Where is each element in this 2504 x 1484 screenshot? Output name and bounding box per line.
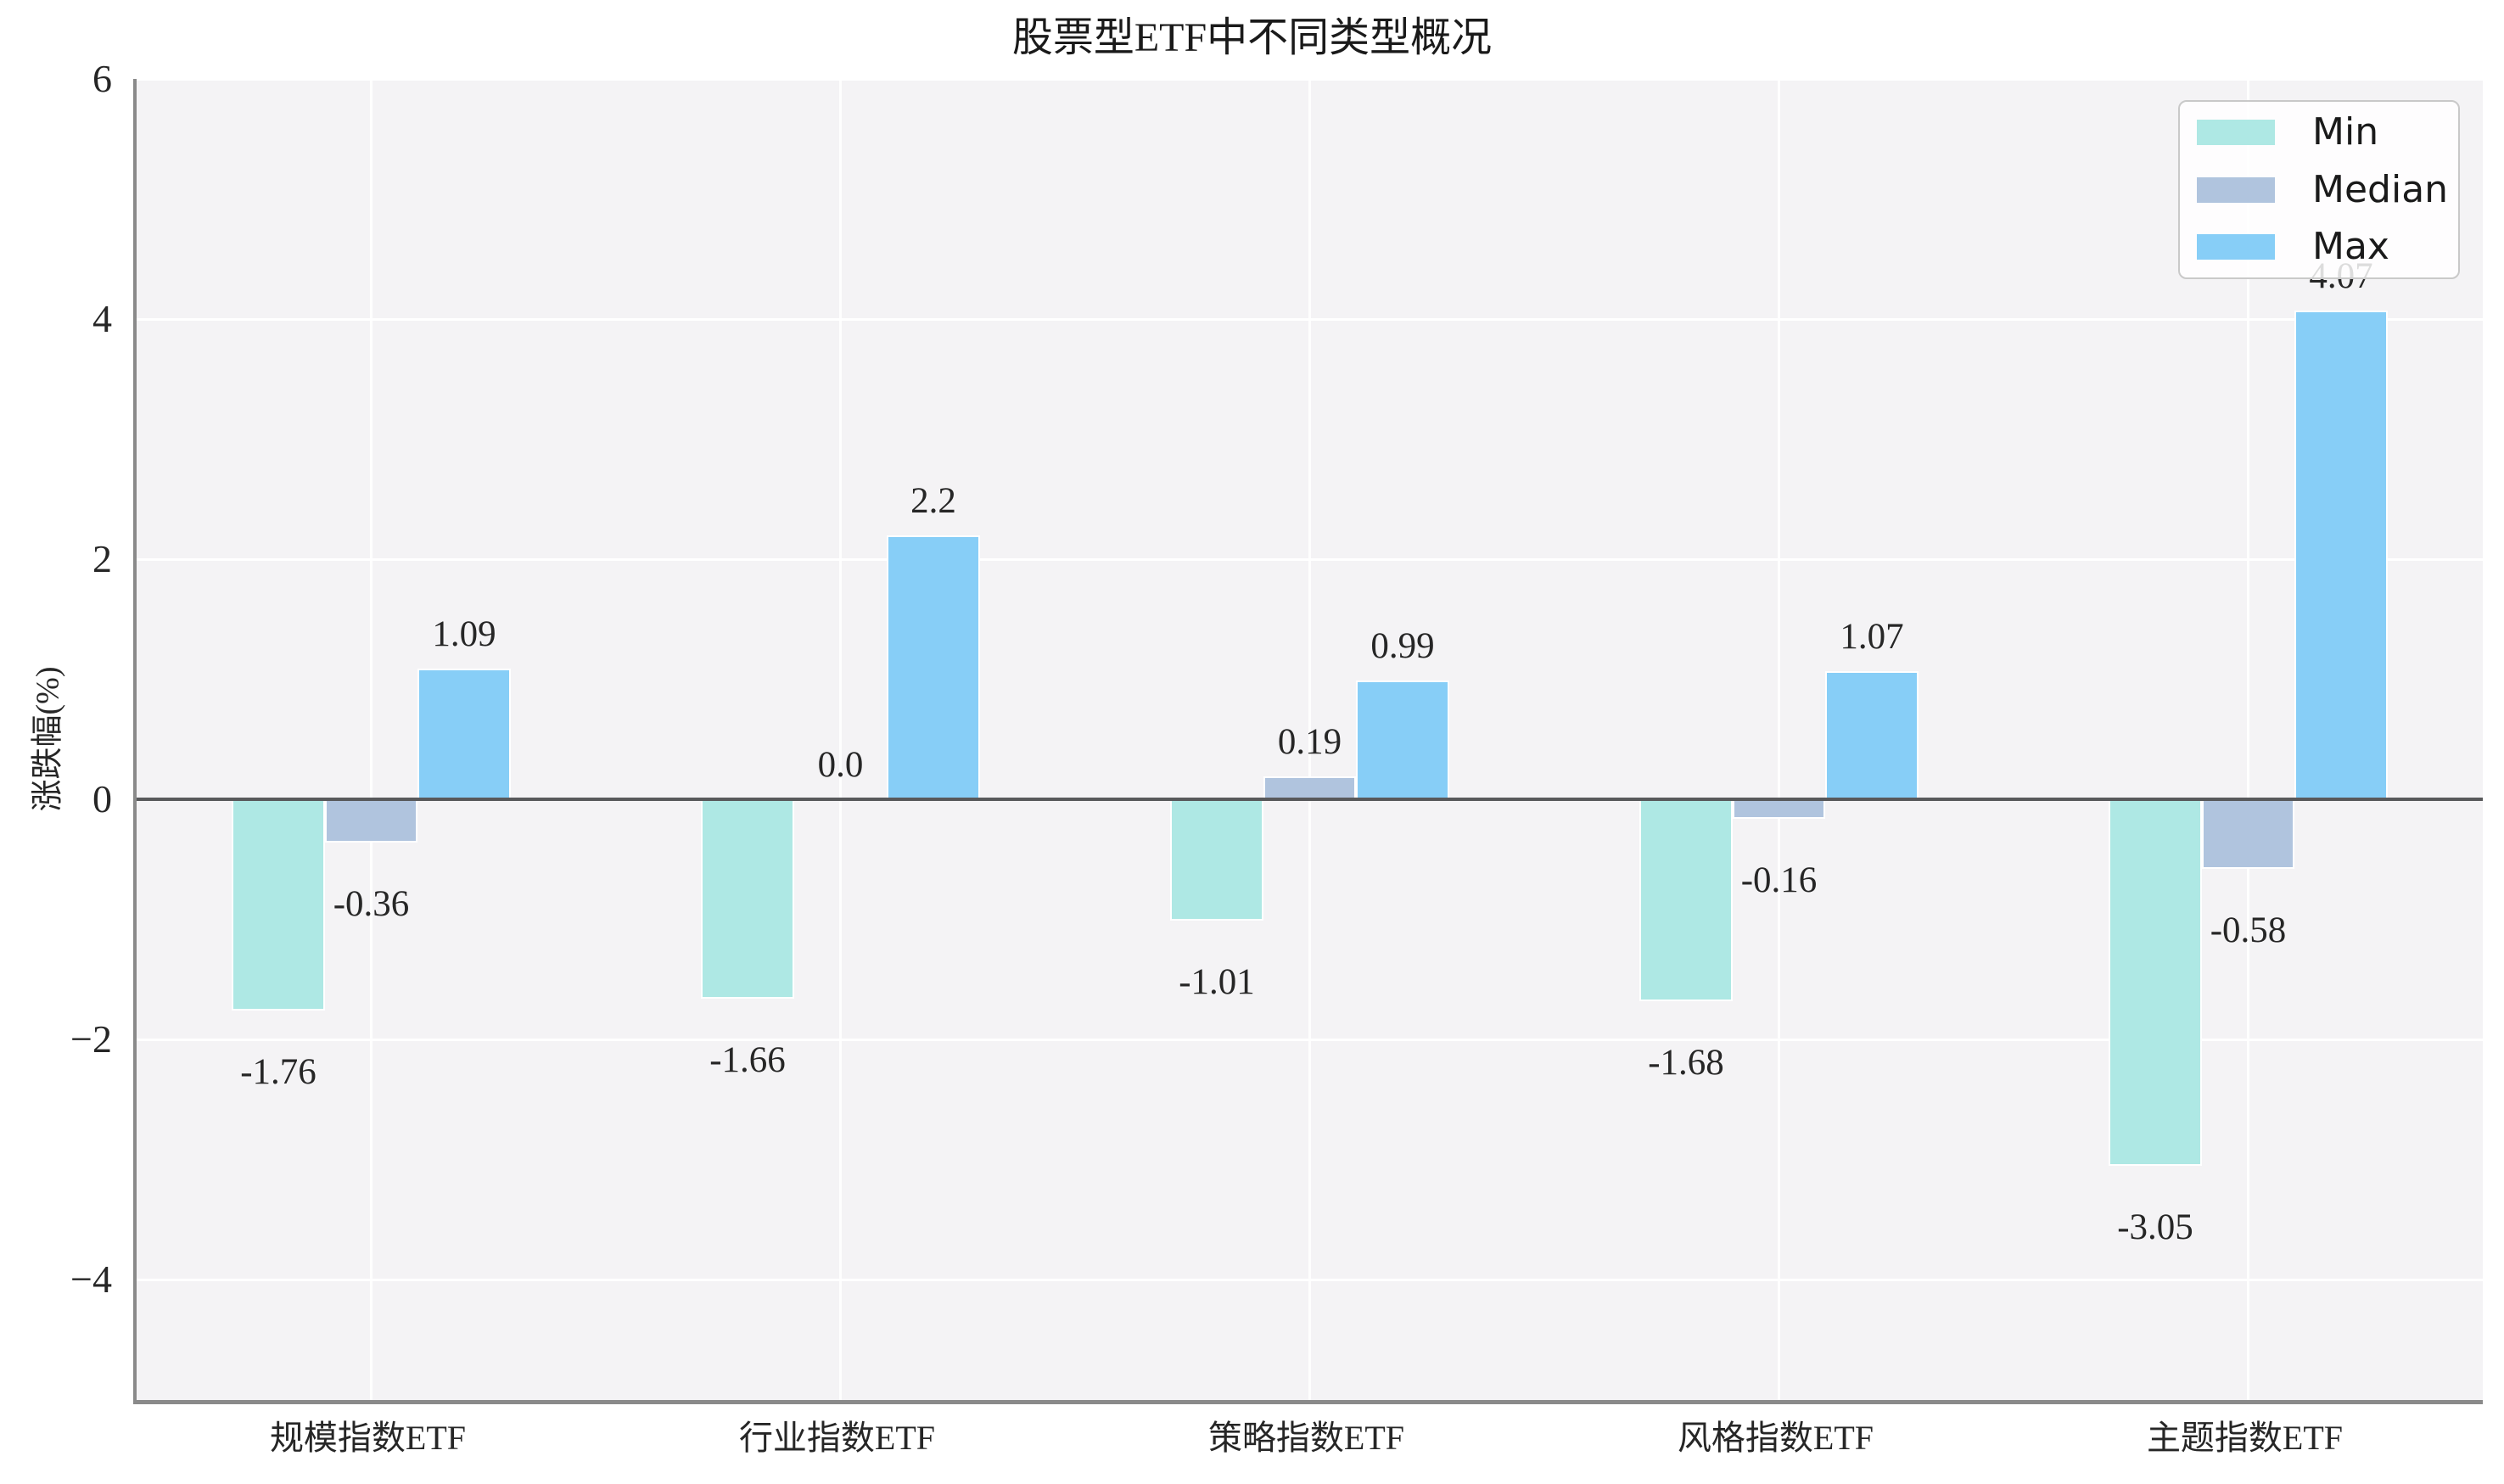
y-tick-label: 4 [92, 297, 112, 341]
bar-min-1 [232, 799, 325, 1011]
y-tick-label: 0 [92, 777, 112, 821]
bar-min-5 [2109, 799, 2202, 1166]
bar-value-label: 1.07 [1840, 616, 1904, 657]
bar-value-label: -0.36 [333, 884, 410, 925]
x-tick-label-2: 行业指数ETF [738, 1419, 936, 1457]
plot-area: -1.76 -1.66 -1.01 -1.68 -3.05 -0.36 0.0 0.19 -0.… [133, 77, 2483, 1404]
legend-label-median: Median [2312, 167, 2449, 211]
y-tick-label: 6 [92, 57, 112, 100]
bar-value-label: 0.0 [817, 745, 864, 786]
bar-value-label: -0.16 [1740, 860, 1818, 900]
legend-swatch-max [2197, 233, 2275, 260]
gridline-horizontal [137, 557, 2483, 561]
gridline-horizontal [137, 317, 2483, 321]
gridline-vertical [839, 79, 842, 1400]
x-tick-label-4: 风格指数ETF [1677, 1419, 1874, 1457]
bar-min-4 [1639, 799, 1733, 1002]
legend-swatch-median [2197, 176, 2275, 203]
y-tick-label: −2 [70, 1017, 112, 1061]
legend: Min Median Max [2178, 100, 2460, 279]
bar-median-1 [324, 799, 418, 843]
x-tick-label-3: 策略指数ETF [1207, 1419, 1405, 1457]
bar-max-4 [1825, 670, 1919, 800]
legend-swatch-min [2197, 120, 2275, 146]
bar-max-2 [887, 535, 980, 800]
gridline-vertical [370, 79, 373, 1400]
zero-line [137, 798, 2483, 802]
bar-value-label: -3.05 [2117, 1207, 2193, 1247]
bar-median-4 [1732, 799, 1826, 819]
gridline-horizontal [137, 1038, 2483, 1041]
x-tick-label-5: 主题指数ETF [2146, 1419, 2344, 1457]
gridline-horizontal [137, 1278, 2483, 1281]
bar-value-label: 0.19 [1277, 722, 1342, 763]
bar-value-label: -0.58 [2210, 910, 2287, 951]
gridline-horizontal [137, 77, 2483, 81]
y-tick-label: 2 [92, 537, 112, 581]
legend-label-max: Max [2312, 224, 2389, 268]
x-axis-ticks: 规模指数ETF 行业指数ETF 策略指数ETF 风格指数ETF 主题指数ETF [133, 1415, 2479, 1466]
bar-value-label: -1.66 [709, 1040, 786, 1081]
gridline-vertical [1308, 79, 1311, 1400]
bar-max-5 [2294, 311, 2388, 800]
legend-item-median: Median [2197, 164, 2458, 216]
legend-item-min: Min [2197, 106, 2458, 159]
bar-value-label: 2.2 [910, 480, 956, 521]
chart-title: 股票型ETF中不同类型概况 [1011, 15, 1493, 60]
bar-value-label: -1.01 [1179, 962, 1255, 1003]
y-axis-ticks: 6 4 2 0 −2 −4 [0, 58, 112, 1400]
legend-item-max: Max [2197, 221, 2458, 273]
x-tick-label-1: 规模指数ETF [269, 1419, 467, 1457]
gridline-vertical [2247, 79, 2249, 1400]
bar-value-label: -1.76 [240, 1052, 317, 1093]
legend-label-min: Min [2312, 110, 2379, 154]
bar-value-label: -1.68 [1648, 1043, 1724, 1084]
bar-max-1 [417, 668, 511, 800]
bar-min-3 [1170, 799, 1263, 921]
bar-value-label: 0.99 [1370, 626, 1435, 667]
y-tick-label: −4 [70, 1257, 112, 1302]
bar-median-5 [2201, 799, 2295, 870]
bar-median-3 [1263, 776, 1357, 800]
gridline-vertical [1778, 79, 1780, 1400]
bar-min-2 [701, 799, 794, 1000]
bar-value-label: 1.09 [432, 613, 496, 654]
